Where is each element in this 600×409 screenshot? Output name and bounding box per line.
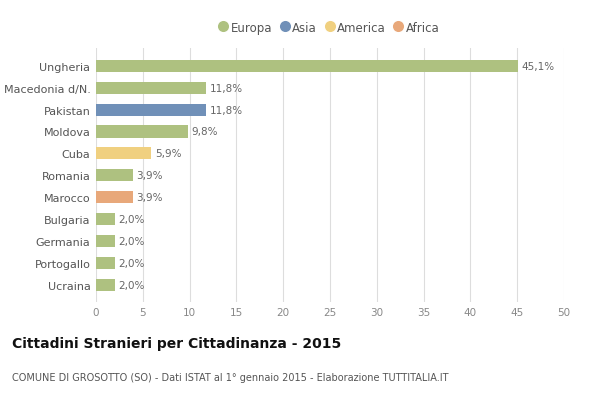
Text: COMUNE DI GROSOTTO (SO) - Dati ISTAT al 1° gennaio 2015 - Elaborazione TUTTITALI: COMUNE DI GROSOTTO (SO) - Dati ISTAT al … bbox=[12, 372, 449, 382]
Bar bbox=[96, 192, 133, 204]
Bar bbox=[96, 257, 115, 269]
Text: 3,9%: 3,9% bbox=[136, 193, 163, 203]
Text: 2,0%: 2,0% bbox=[118, 280, 145, 290]
Text: 5,9%: 5,9% bbox=[155, 149, 181, 159]
Text: 9,8%: 9,8% bbox=[191, 127, 218, 137]
Text: 11,8%: 11,8% bbox=[210, 106, 244, 115]
Bar bbox=[96, 104, 206, 116]
Bar bbox=[96, 148, 151, 160]
Bar bbox=[96, 83, 206, 94]
Bar bbox=[96, 236, 115, 247]
Text: Cittadini Stranieri per Cittadinanza - 2015: Cittadini Stranieri per Cittadinanza - 2… bbox=[12, 337, 341, 351]
Text: 11,8%: 11,8% bbox=[210, 83, 244, 93]
Text: 3,9%: 3,9% bbox=[136, 171, 163, 181]
Text: 2,0%: 2,0% bbox=[118, 215, 145, 225]
Bar bbox=[96, 61, 518, 73]
Legend: Europa, Asia, America, Africa: Europa, Asia, America, Africa bbox=[215, 17, 445, 39]
Bar bbox=[96, 279, 115, 291]
Bar bbox=[96, 170, 133, 182]
Bar bbox=[96, 213, 115, 226]
Bar bbox=[96, 126, 188, 138]
Text: 45,1%: 45,1% bbox=[522, 62, 555, 72]
Text: 2,0%: 2,0% bbox=[118, 236, 145, 246]
Text: 2,0%: 2,0% bbox=[118, 258, 145, 268]
